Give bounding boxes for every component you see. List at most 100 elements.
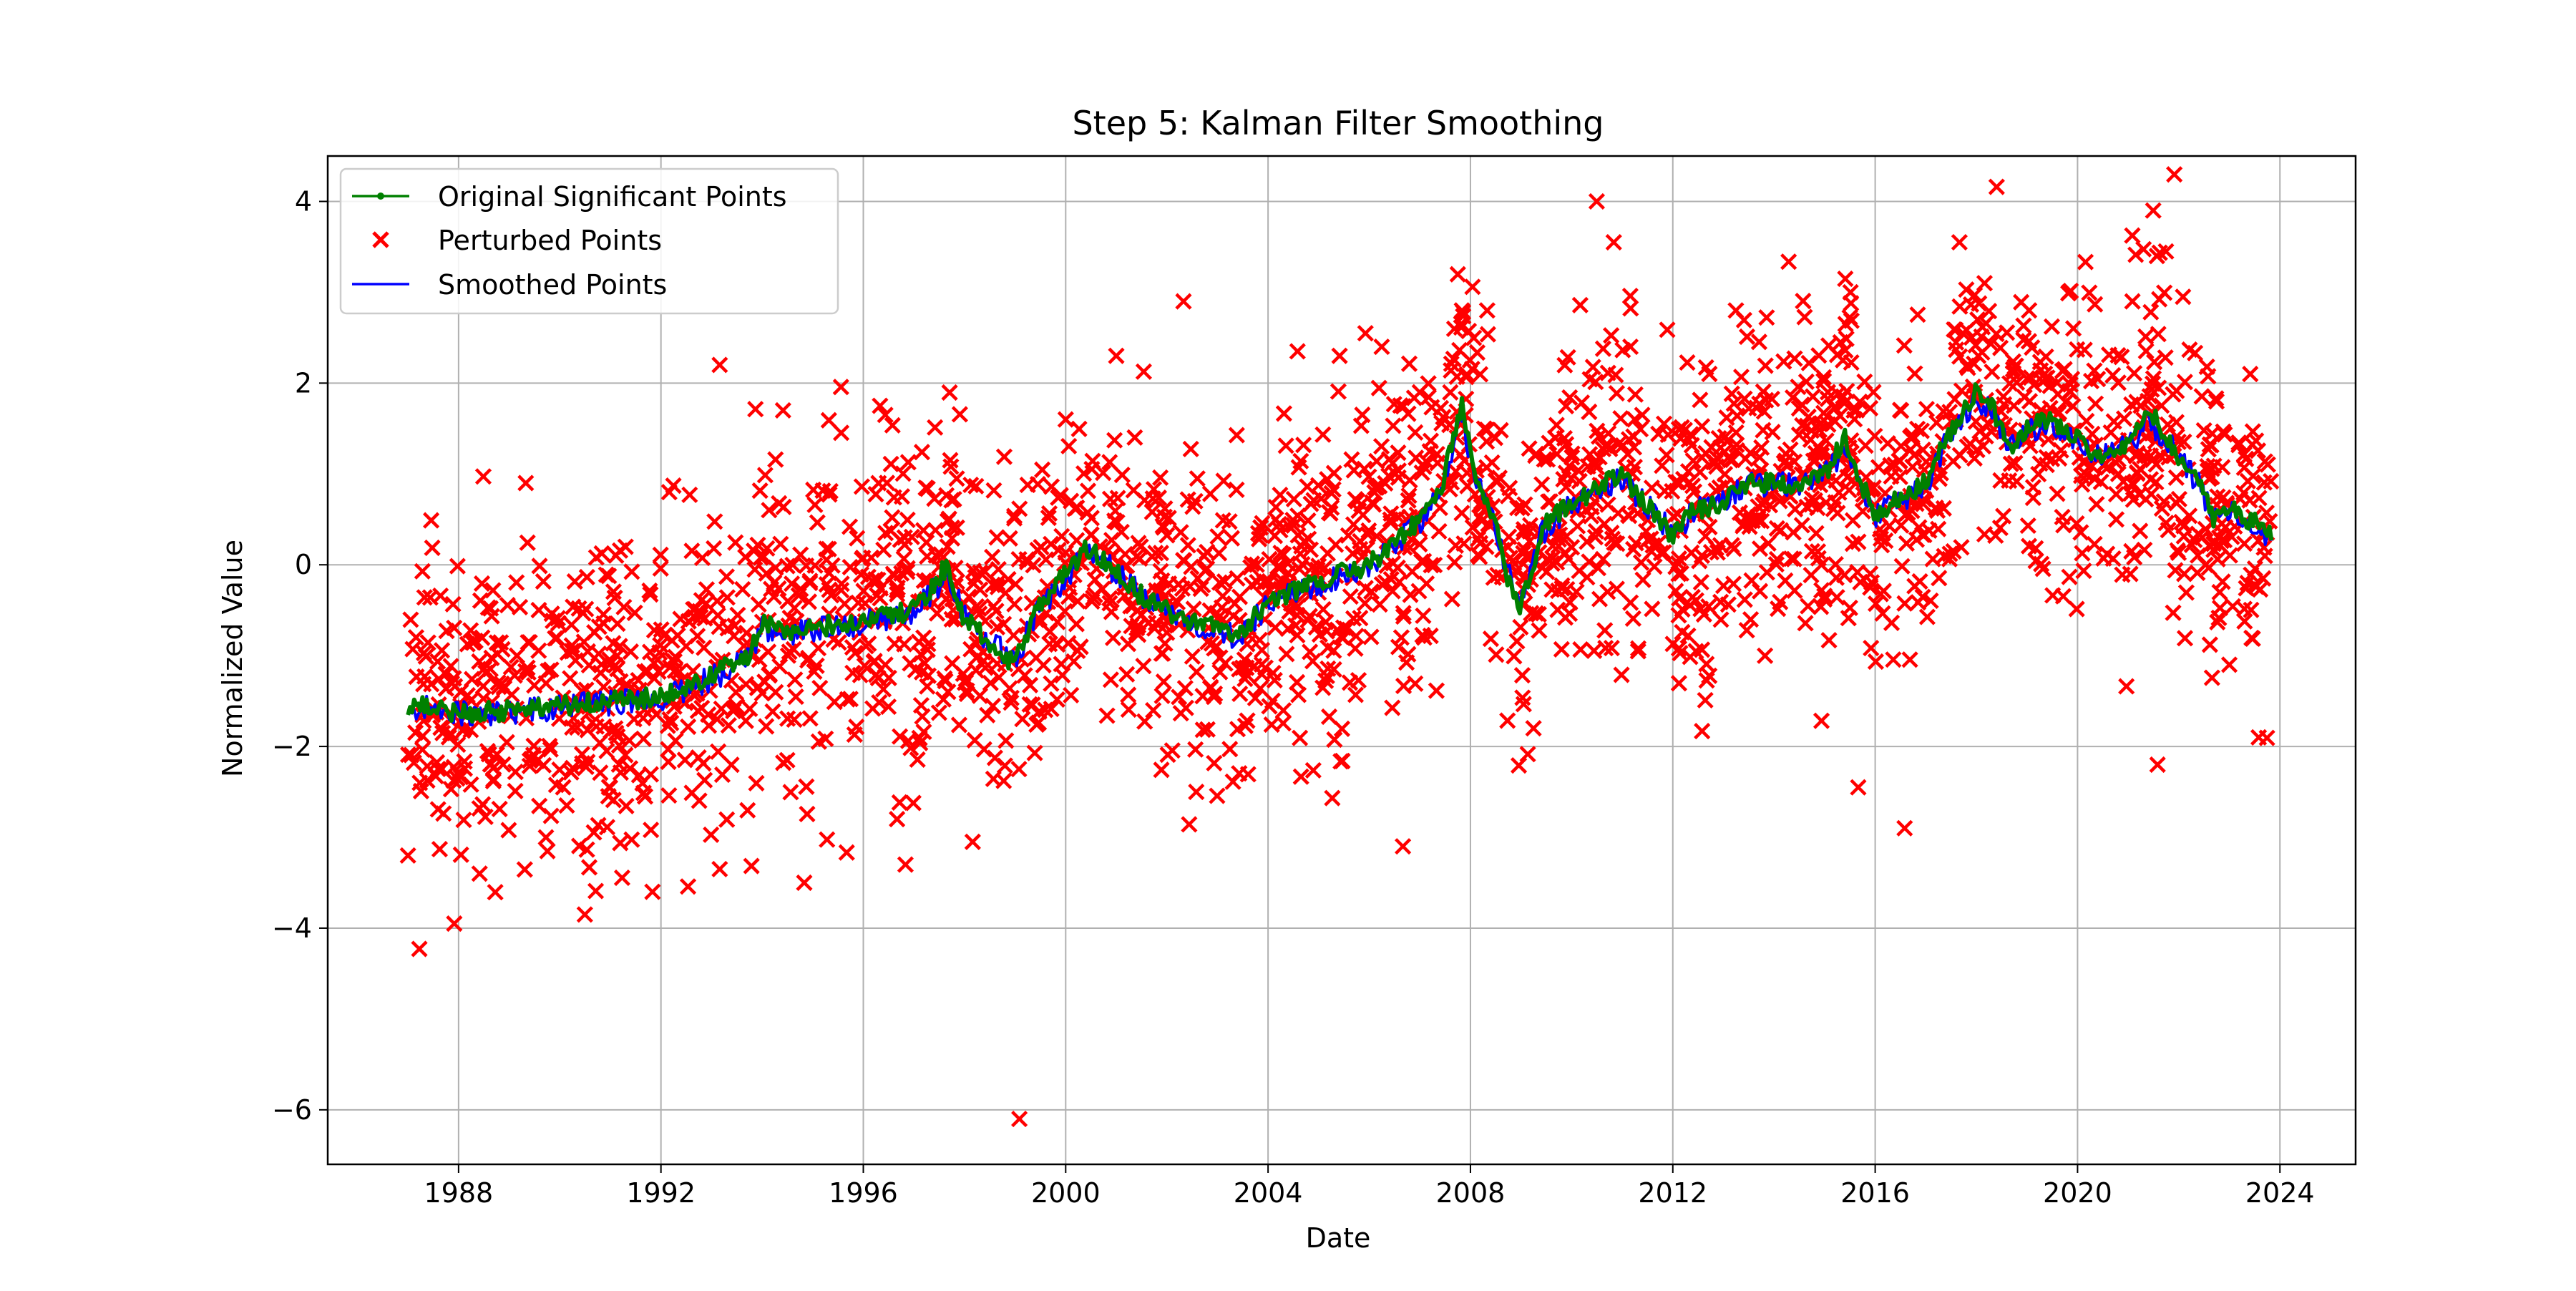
perturbed-point <box>1837 270 1854 288</box>
perturbed-point <box>986 749 1003 766</box>
perturbed-point <box>1740 400 1757 417</box>
perturbed-point <box>841 558 859 576</box>
perturbed-point <box>1272 559 1289 576</box>
perturbed-point <box>2157 349 2174 366</box>
perturbed-point <box>706 513 723 530</box>
perturbed-point <box>1724 575 1742 593</box>
y-tick-label: 0 <box>295 549 312 580</box>
perturbed-point <box>2064 397 2082 415</box>
perturbed-point <box>1698 656 1715 673</box>
perturbed-point <box>2123 542 2140 560</box>
perturbed-point <box>1407 675 1424 692</box>
perturbed-point <box>1153 572 1171 589</box>
perturbed-point <box>1311 626 1329 643</box>
perturbed-point <box>1026 744 1043 761</box>
perturbed-point <box>1885 651 1902 668</box>
perturbed-point <box>1253 641 1271 659</box>
perturbed-point <box>1966 355 1983 372</box>
perturbed-point <box>1079 482 1097 500</box>
perturbed-point <box>751 482 769 500</box>
perturbed-point <box>679 878 697 895</box>
perturbed-point <box>645 622 663 639</box>
perturbed-point <box>919 667 937 684</box>
perturbed-point <box>1898 535 1916 552</box>
perturbed-point <box>764 703 781 720</box>
perturbed-point <box>455 812 472 829</box>
perturbed-point <box>779 647 797 664</box>
perturbed-point <box>1319 639 1337 656</box>
perturbed-point <box>1101 454 1118 471</box>
y-tick-label: 4 <box>295 185 312 217</box>
perturbed-point <box>1548 416 1565 434</box>
perturbed-point <box>820 411 837 429</box>
perturbed-point <box>1065 653 1083 670</box>
perturbed-point <box>1072 638 1089 656</box>
perturbed-point <box>1608 384 1625 402</box>
chart-title: Step 5: Kalman Filter Smoothing <box>1072 104 1604 142</box>
perturbed-point <box>1870 459 1888 476</box>
perturbed-point <box>1538 550 1556 567</box>
perturbed-point <box>442 781 460 798</box>
perturbed-point <box>711 860 728 878</box>
perturbed-point <box>958 685 976 703</box>
perturbed-point <box>1946 391 1963 408</box>
perturbed-point <box>1728 436 1745 454</box>
perturbed-point <box>474 468 492 485</box>
perturbed-point <box>2056 361 2073 378</box>
perturbed-point <box>1384 583 1401 600</box>
perturbed-point <box>2204 425 2221 442</box>
perturbed-point <box>1453 505 1470 522</box>
perturbed-point <box>1693 418 1711 435</box>
perturbed-point <box>610 756 628 773</box>
perturbed-point <box>1135 363 1153 380</box>
perturbed-point <box>888 582 906 599</box>
perturbed-point <box>1147 545 1164 562</box>
legend-label-perturbed: Perturbed Points <box>438 225 662 256</box>
perturbed-point <box>1292 768 1309 785</box>
perturbed-point <box>1489 473 1506 490</box>
perturbed-point <box>1815 372 1833 390</box>
perturbed-point <box>1795 293 1812 310</box>
perturbed-point <box>896 529 913 546</box>
perturbed-point <box>1451 341 1468 359</box>
perturbed-point <box>1901 651 1918 668</box>
perturbed-point <box>989 578 1007 595</box>
perturbed-point <box>1302 643 1319 661</box>
perturbed-point <box>2135 240 2152 258</box>
perturbed-point <box>1206 754 1223 772</box>
perturbed-point <box>1010 661 1028 678</box>
perturbed-point <box>2153 500 2171 517</box>
perturbed-point <box>2099 545 2116 562</box>
perturbed-point <box>1350 671 1367 689</box>
perturbed-point <box>1188 783 1205 801</box>
perturbed-point <box>1386 464 1403 482</box>
perturbed-point <box>1708 449 1725 467</box>
perturbed-point <box>808 657 825 674</box>
perturbed-point <box>1357 580 1374 597</box>
perturbed-point <box>1485 569 1502 586</box>
legend: Original Significant Points Perturbed Po… <box>339 167 839 315</box>
perturbed-point <box>530 642 547 659</box>
perturbed-point <box>484 759 502 776</box>
perturbed-point <box>1101 595 1118 612</box>
perturbed-point <box>1523 605 1540 622</box>
perturbed-point <box>2187 344 2204 361</box>
perturbed-point <box>2137 343 2155 360</box>
perturbed-point <box>1516 496 1533 513</box>
perturbed-point <box>1118 666 1136 683</box>
perturbed-point <box>1184 498 1201 515</box>
perturbed-point <box>2026 376 2043 394</box>
smoothed-series-line <box>406 392 2273 727</box>
perturbed-point <box>1345 610 1362 627</box>
perturbed-point <box>1790 427 1807 444</box>
perturbed-point <box>1101 590 1118 607</box>
perturbed-point <box>414 727 431 745</box>
perturbed-point <box>1802 422 1820 439</box>
perturbed-point <box>1402 586 1419 603</box>
perturbed-point <box>416 589 433 606</box>
perturbed-point <box>1130 535 1147 552</box>
perturbed-point <box>1060 437 1078 455</box>
perturbed-point <box>437 680 454 697</box>
perturbed-point <box>820 540 837 557</box>
perturbed-point <box>941 384 958 401</box>
